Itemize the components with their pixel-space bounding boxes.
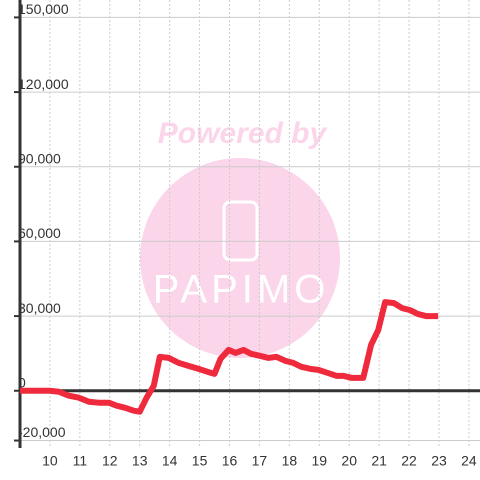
- watermark-icon: [222, 200, 259, 262]
- x-tick-label: 19: [311, 453, 327, 469]
- x-tick-label: 17: [252, 453, 268, 469]
- x-tick-label: 15: [192, 453, 208, 469]
- y-tick-label: 150,000: [18, 1, 69, 17]
- x-tick-label: 12: [102, 453, 118, 469]
- x-tick-label: 21: [371, 453, 387, 469]
- x-tick-label: 18: [282, 453, 298, 469]
- x-tick-label: 20: [341, 453, 357, 469]
- y-tick-label: -20,000: [18, 424, 66, 440]
- watermark-title: Powered by: [158, 117, 328, 150]
- watermark-brand: PAPIMO: [153, 268, 330, 312]
- x-tick-label: 14: [162, 453, 178, 469]
- y-tick-label: 90,000: [18, 150, 61, 166]
- x-tick-label: 11: [73, 453, 88, 469]
- x-tick-label: 22: [401, 453, 417, 469]
- x-tick-label: 16: [222, 453, 238, 469]
- line-series: [20, 299, 439, 415]
- y-tick-label: 30,000: [18, 300, 61, 316]
- y-tick-label: 0: [18, 374, 26, 390]
- y-tick-label: 60,000: [18, 225, 61, 241]
- x-tick-label: 24: [461, 453, 477, 469]
- y-tick-label: 120,000: [18, 76, 69, 92]
- x-tick-label: 10: [42, 453, 58, 469]
- x-tick-label: 23: [431, 453, 447, 469]
- watermark-circle: [140, 158, 340, 358]
- x-tick-label: 13: [132, 453, 148, 469]
